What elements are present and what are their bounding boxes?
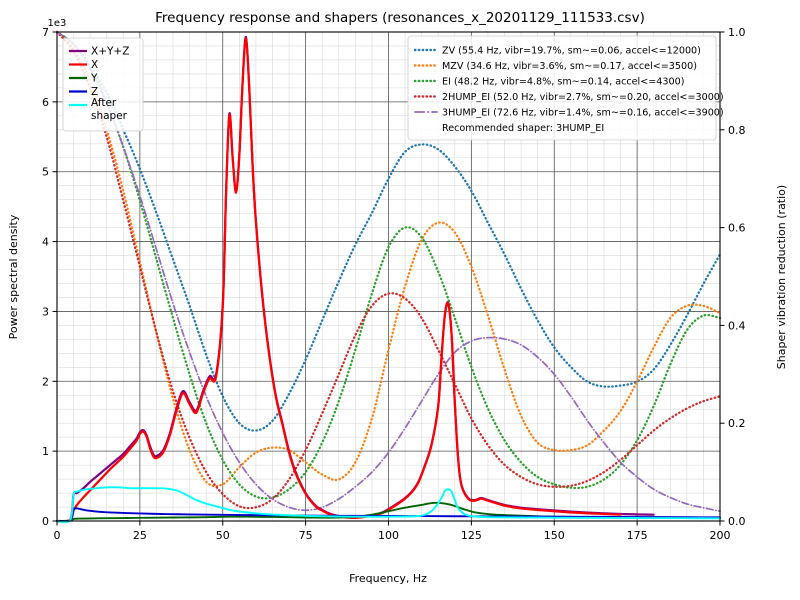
y2-tick-label: 0.4: [728, 319, 746, 332]
shaper-legend-box: [407, 35, 717, 141]
psd-curve-z: [56, 507, 721, 523]
shaper-legend-label-ei[interactable]: EI (48.2 Hz, vibr=4.8%, sm~=0.14, accel<…: [442, 77, 684, 88]
y2-tick-label: 1.0: [728, 26, 746, 39]
x-tick-label: 125: [461, 529, 482, 542]
psd-legend-label[interactable]: X+Y+Z: [91, 46, 129, 58]
secondary-y-axis-ticks: 0.0 0.2 0.4 0.6 0.8 1.0: [720, 26, 746, 528]
psd-legend-label[interactable]: Z: [91, 86, 98, 98]
x-tick-label: 0: [54, 529, 61, 542]
y-tick-label: 0: [42, 515, 49, 528]
y2-tick-label: 0.0: [728, 515, 746, 528]
y-tick-label: 3: [42, 305, 49, 318]
y-tick-label: 7: [42, 26, 49, 39]
x-tick-label: 100: [378, 529, 399, 542]
psd-legend-box: [62, 37, 144, 132]
shaper-legend[interactable]: ZV (55.4 Hz, vibr=19.7%, sm~=0.06, accel…: [407, 35, 724, 141]
x-tick-label: 50: [216, 529, 230, 542]
y-axis-offset-label: 1e3: [48, 18, 67, 29]
shaper-legend-label-mzv[interactable]: MZV (34.6 Hz, vibr=3.6%, sm~=0.17, accel…: [442, 61, 697, 72]
shaper-curve-3hump_ei: [56, 31, 721, 513]
y-tick-label: 4: [42, 236, 49, 249]
recommended-shaper-note: Recommended shaper: 3HUMP_EI: [442, 123, 604, 134]
x-tick-label: 25: [133, 529, 147, 542]
psd-legend-label-cont[interactable]: shaper: [91, 110, 128, 122]
shaper-curve-2hump_ei: [55, 30, 722, 510]
psd-legend-label[interactable]: After: [91, 97, 117, 109]
secondary-y-axis-label: Shaper vibration reduction (ratio): [775, 185, 788, 369]
psd-curve-after-shaper: [56, 486, 721, 524]
y2-tick-label: 0.6: [728, 222, 746, 235]
y-tick-label: 6: [42, 96, 49, 109]
psd-curve-x: [55, 37, 622, 523]
y-axis-ticks: 0 1 2 3 4 5 6 7: [42, 26, 57, 528]
x-tick-label: 175: [627, 529, 648, 542]
shaper-legend-label-zv[interactable]: ZV (55.4 Hz, vibr=19.7%, sm~=0.06, accel…: [442, 46, 701, 57]
x-axis-ticks: 0 25 50 75 100 125 150 175 200: [54, 521, 731, 542]
y-axis-label: Power spectral density: [7, 214, 20, 339]
shaper-curve-zv: [55, 30, 722, 432]
shaper-legend-label-3hump_ei[interactable]: 3HUMP_EI (72.6 Hz, vibr=1.4%, sm~=0.16, …: [442, 108, 724, 119]
x-axis-label: Frequency, Hz: [349, 572, 427, 585]
y-tick-label: 1: [42, 445, 49, 458]
y2-tick-label: 0.2: [728, 417, 746, 430]
x-tick-label: 200: [710, 529, 731, 542]
y-tick-label: 2: [42, 375, 49, 388]
psd-legend-label[interactable]: X: [91, 59, 98, 71]
psd-legend-label[interactable]: Y: [90, 73, 98, 85]
x-tick-label: 75: [299, 529, 313, 542]
x-tick-label: 150: [544, 529, 565, 542]
plot-curves: [55, 30, 722, 524]
chart-title: Frequency response and shapers (resonanc…: [155, 10, 645, 26]
y2-tick-label: 0.8: [728, 124, 746, 137]
y-tick-label: 5: [42, 166, 49, 179]
shaper-curve-ei: [55, 30, 722, 500]
shaper-legend-label-2hump_ei[interactable]: 2HUMP_EI (52.0 Hz, vibr=2.7%, sm~=0.20, …: [442, 92, 724, 103]
